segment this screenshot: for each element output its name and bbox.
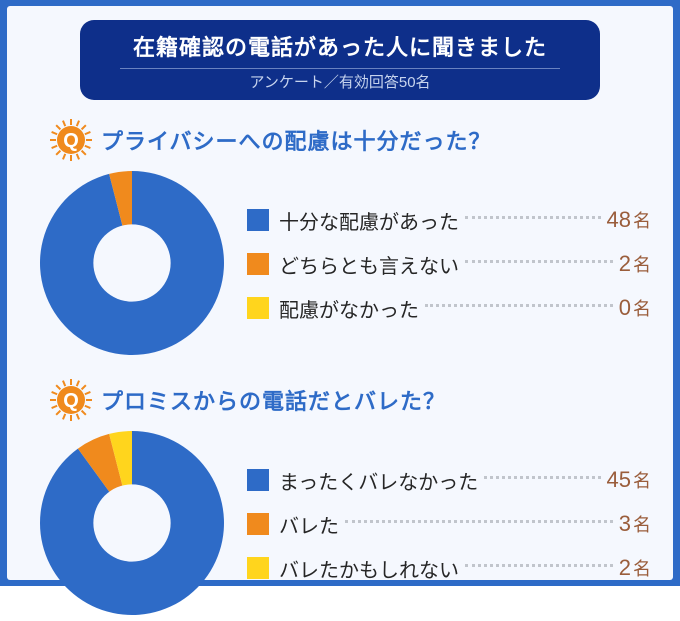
legend: まったくバレなかった 45名バレた 3名バレたかもしれない 2名 <box>247 456 651 590</box>
legend-dots <box>425 304 613 307</box>
legend-item: 配慮がなかった 0名 <box>247 286 651 330</box>
question-heading: Q プライバシーへの配慮は十分だった？ <box>49 118 651 162</box>
donut-chart <box>39 170 225 356</box>
legend-dots <box>465 564 613 567</box>
legend-label: 配慮がなかった <box>279 294 419 323</box>
legend-swatch <box>247 297 269 319</box>
panel: 在籍確認の電話があった人に聞きました アンケート／有効回答50名 Q プライバシー… <box>7 6 673 580</box>
legend-swatch <box>247 253 269 275</box>
legend-dots <box>484 476 600 479</box>
header-banner: 在籍確認の電話があった人に聞きました アンケート／有効回答50名 <box>80 20 600 100</box>
legend-count: 2名 <box>619 555 651 581</box>
legend-label: どちらとも言えない <box>279 250 459 279</box>
legend-swatch <box>247 469 269 491</box>
legend-swatch <box>247 557 269 579</box>
legend-dots <box>465 260 613 263</box>
q-badge-icon: Q <box>49 378 93 422</box>
legend-label: 十分な配慮があった <box>279 206 459 235</box>
legend-label: バレた <box>279 510 339 539</box>
legend-label: まったくバレなかった <box>279 466 478 495</box>
legend-label: バレたかもしれない <box>279 554 459 583</box>
legend-item: どちらとも言えない 2名 <box>247 242 651 286</box>
questions-container: Q プライバシーへの配慮は十分だった？ 十分な配慮があった 48名どちらとも言えない 2… <box>29 118 651 616</box>
legend-count: 48名 <box>607 207 651 233</box>
svg-text:Q: Q <box>63 390 79 412</box>
question-heading: Q プロミスからの電話だとバレた？ <box>49 378 651 422</box>
legend-swatch <box>247 513 269 535</box>
legend-item: 十分な配慮があった 48名 <box>247 198 651 242</box>
legend: 十分な配慮があった 48名どちらとも言えない 2名配慮がなかった 0名 <box>247 196 651 330</box>
outer-frame: 在籍確認の電話があった人に聞きました アンケート／有効回答50名 Q プライバシー… <box>0 0 680 586</box>
legend-dots <box>465 216 601 219</box>
legend-count: 0名 <box>619 295 651 321</box>
header-title: 在籍確認の電話があった人に聞きました <box>120 30 560 69</box>
legend-item: バレたかもしれない 2名 <box>247 546 651 590</box>
legend-count: 2名 <box>619 251 651 277</box>
question-text: プライバシーへの配慮は十分だった？ <box>101 124 492 156</box>
svg-text:Q: Q <box>63 130 79 152</box>
donut-chart <box>39 430 225 616</box>
legend-count: 3名 <box>619 511 651 537</box>
header-subtitle: アンケート／有効回答50名 <box>120 71 560 92</box>
legend-item: まったくバレなかった 45名 <box>247 458 651 502</box>
legend-item: バレた 3名 <box>247 502 651 546</box>
question-text: プロミスからの電話だとバレた？ <box>101 384 446 416</box>
chart-with-legend: まったくバレなかった 45名バレた 3名バレたかもしれない 2名 <box>39 430 651 616</box>
q-badge-icon: Q <box>49 118 93 162</box>
chart-with-legend: 十分な配慮があった 48名どちらとも言えない 2名配慮がなかった 0名 <box>39 170 651 356</box>
legend-count: 45名 <box>607 467 651 493</box>
legend-dots <box>345 520 613 523</box>
legend-swatch <box>247 209 269 231</box>
